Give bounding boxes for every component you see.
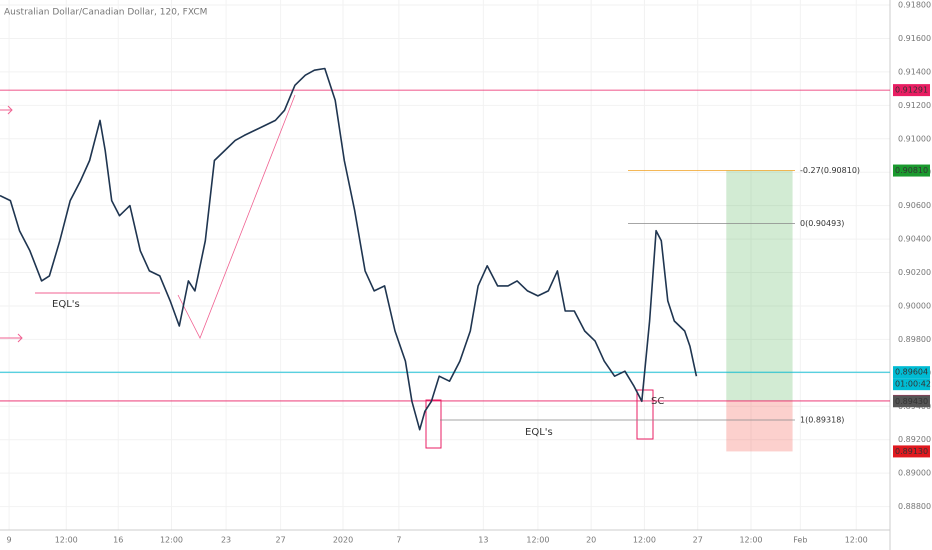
fib-label: 0(0.90493) (800, 219, 844, 228)
y-tick-label: 0.91600 (898, 34, 931, 43)
x-tick-label: 27 (693, 536, 703, 545)
price-line (0, 67, 698, 431)
y-tick-label: 0.91800 (898, 1, 931, 10)
x-tick-label: 13 (478, 536, 488, 545)
x-tick-label: 7 (396, 536, 401, 545)
y-tick-label: 0.88800 (898, 502, 931, 511)
price-badge (893, 445, 930, 458)
y-tick-label: 0.91000 (898, 134, 931, 143)
chart-title: Australian Dollar/Canadian Dollar, 120, … (4, 8, 207, 18)
y-tick-label: 0.90400 (898, 235, 931, 244)
price-badge-label: 0.89430 (895, 397, 928, 406)
price-badge-label: 0.89130 (895, 447, 928, 456)
arrow (0, 105, 23, 343)
y-tick-label: 0.91200 (898, 101, 931, 110)
price-badge (893, 84, 930, 97)
y-tick-label: 0.89800 (898, 335, 931, 344)
y-tick-label: 0.89200 (898, 435, 931, 444)
x-tick-label: 16 (113, 536, 123, 545)
price-badge (893, 366, 930, 379)
countdown-badge (893, 378, 930, 391)
price-badge-label: 0.91291 (895, 86, 928, 95)
y-tick-label: 0.90200 (898, 268, 931, 277)
x-tick-label: 9 (7, 536, 12, 545)
x-tick-label: 23 (221, 536, 231, 545)
x-tick-label: 12:00 (633, 536, 656, 545)
trend-line (177, 94, 296, 339)
annotation: EQL's (525, 427, 553, 438)
x-tick-label: 12:00 (160, 536, 183, 545)
fib-label: 1(0.89318) (800, 415, 844, 424)
countdown: 01:00:42 (895, 380, 931, 389)
stop-zone (726, 400, 793, 452)
x-tick-label: 20 (586, 536, 596, 545)
x-tick-label: 2020 (333, 536, 353, 545)
annotation: SC (651, 396, 664, 407)
fib-label: -0.27(0.90810) (800, 166, 860, 175)
grid (0, 0, 890, 530)
highlight-box (425, 399, 442, 449)
annotation: EQL's (52, 299, 80, 310)
x-tick-label: 12:00 (739, 536, 762, 545)
y-tick-label: 0.90600 (898, 201, 931, 210)
price-badge (893, 164, 930, 177)
highlight-box (636, 389, 654, 440)
price-badge (893, 395, 930, 408)
x-tick-label: 12:00 (526, 536, 549, 545)
y-tick-label: 0.91400 (898, 67, 931, 76)
y-tick-label: 0.90000 (898, 301, 931, 310)
x-tick-label: 12:00 (55, 536, 78, 545)
x-tick-label: 27 (276, 536, 286, 545)
x-tick-label: 12:00 (845, 536, 868, 545)
y-tick-label: 0.89000 (898, 469, 931, 478)
price-badge-label: 0.89604 (895, 368, 928, 377)
price-badge-label: 0.90810 (895, 166, 928, 175)
target-zone (726, 170, 793, 401)
x-tick-label: Feb (793, 536, 807, 545)
